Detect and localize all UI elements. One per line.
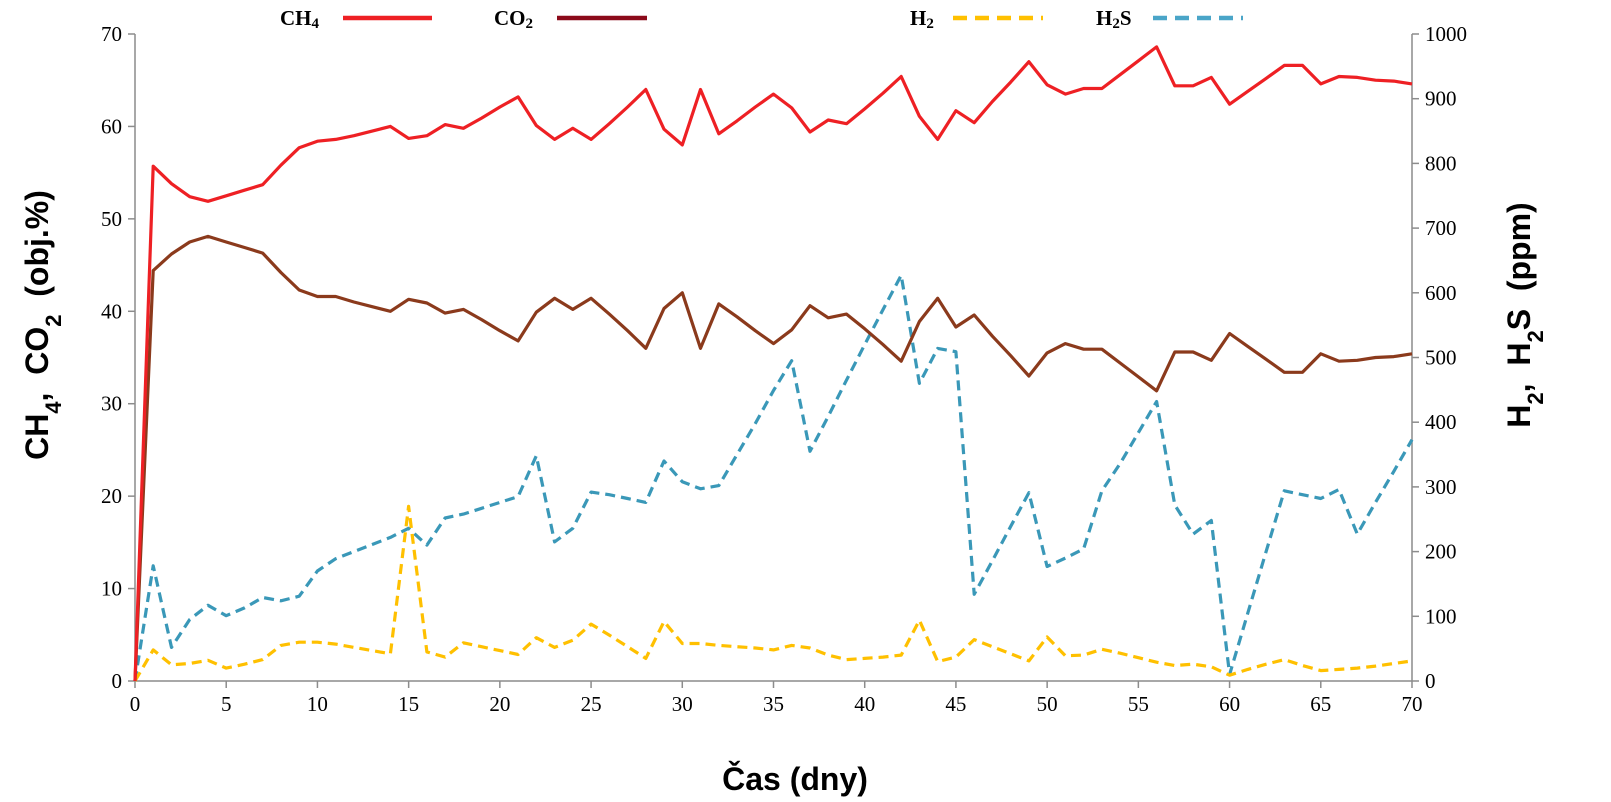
y-right-tick-label: 300: [1425, 475, 1457, 499]
x-tick-label: 5: [221, 692, 232, 716]
y-left-tick-label: 50: [101, 207, 122, 231]
x-tick-label: 60: [1219, 692, 1240, 716]
x-tick-label: 0: [130, 692, 141, 716]
y-right-tick-label: 0: [1425, 669, 1436, 693]
x-tick-label: 15: [398, 692, 419, 716]
y-left-tick-label: 40: [101, 299, 122, 323]
series-line-h2s: [133, 273, 1414, 682]
y-right-tick-label: 100: [1425, 604, 1457, 628]
axes: 0 5 10 15 20 25 30 35 40 45 50 55 60 65 70010203040506…: [101, 22, 1467, 716]
y-right-tick-label: 900: [1425, 87, 1457, 111]
y-axis-title-left: CH4, CO2 (obj.%): [19, 190, 66, 460]
x-axis-title: Čas (dny): [722, 761, 868, 797]
x-tick-label: 10: [307, 692, 328, 716]
y-right-tick-label: 600: [1425, 281, 1457, 305]
y-right-tick-label: 200: [1425, 540, 1457, 564]
y-right-tick-label: 700: [1425, 216, 1457, 240]
y-left-tick-label: 60: [101, 114, 122, 138]
x-tick-label: 50: [1037, 692, 1058, 716]
y-right-tick-label: 400: [1425, 410, 1457, 434]
legend-label-ch4: CH4: [280, 6, 320, 32]
x-tick-label: 65: [1310, 692, 1331, 716]
x-tick-label: 55: [1128, 692, 1149, 716]
series-lines: [133, 45, 1414, 682]
x-tick-label: 70: [1402, 692, 1423, 716]
y-left-tick-label: 10: [101, 577, 122, 601]
legend-label-h2: H2: [910, 6, 934, 32]
x-tick-label: 45: [945, 692, 966, 716]
series-line-co2: [133, 234, 1413, 682]
y-left-tick-label: 30: [101, 392, 122, 416]
x-tick-label: 30: [672, 692, 693, 716]
x-tick-label: 40: [854, 692, 875, 716]
y-left-tick-label: 20: [101, 484, 122, 508]
y-left-tick-label: 0: [112, 669, 123, 693]
x-tick-label: 20: [489, 692, 510, 716]
series-line-h2: [133, 504, 1413, 682]
x-tick-label: 25: [581, 692, 602, 716]
y-right-tick-label: 500: [1425, 346, 1457, 370]
legend-label-h2s: H2S: [1096, 6, 1132, 32]
legend: CH4 CO2 H2 H2S: [280, 6, 1243, 32]
y-right-tick-label: 800: [1425, 151, 1457, 175]
series-line-ch4: [133, 45, 1413, 682]
x-tick-label: 35: [763, 692, 784, 716]
y-right-tick-label: 1000: [1425, 22, 1467, 46]
y-left-tick-label: 70: [101, 22, 122, 46]
y-axis-title-right: H2, H2S (ppm): [1501, 202, 1548, 427]
legend-label-co2: CO2: [494, 6, 533, 32]
